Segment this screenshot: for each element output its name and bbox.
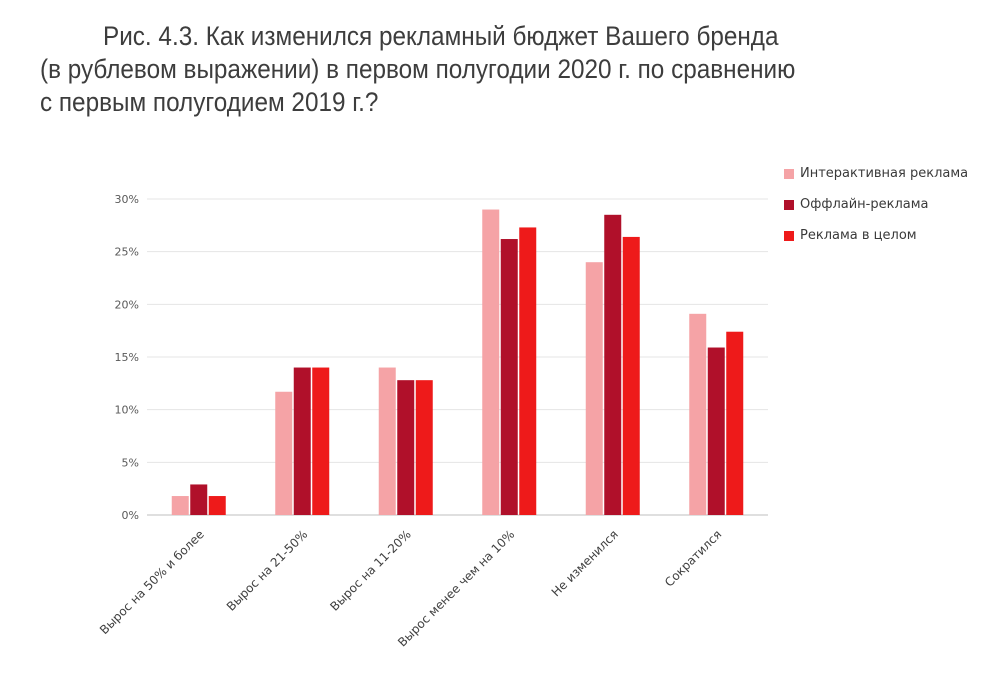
title-line-2: (в рублевом выражении) в первом полугоди…	[40, 54, 796, 84]
x-tick-label: Выроc менее чем на 10%	[395, 527, 517, 649]
x-tick-label: Не изменился	[549, 527, 621, 599]
bar	[190, 484, 208, 515]
bar	[519, 227, 537, 515]
y-tick-label: 10%	[115, 404, 139, 417]
bar	[293, 367, 311, 515]
bar	[500, 239, 518, 515]
y-tick-label: 0%	[122, 509, 139, 522]
legend-swatch-total	[784, 230, 794, 241]
legend-item-offline: Оффлайн-реклама	[784, 189, 968, 220]
bar	[482, 209, 500, 516]
title-line-3: с первым полугодием 2019 г.?	[40, 87, 379, 117]
x-tick-label: Сократился	[662, 527, 724, 589]
legend: Интерактивная реклама Оффлайн-реклама Ре…	[784, 158, 968, 251]
bar	[378, 367, 396, 515]
legend-swatch-offline	[784, 199, 794, 210]
bar	[689, 313, 707, 515]
bar	[208, 496, 226, 515]
legend-item-interactive: Интерактивная реклама	[784, 158, 968, 189]
y-tick-label: 20%	[115, 298, 139, 311]
bar	[171, 496, 189, 515]
y-tick-label: 5%	[122, 456, 139, 469]
legend-item-total: Реклама в целом	[784, 220, 968, 251]
bar	[312, 367, 330, 515]
bar	[726, 331, 744, 515]
title-line-1: Рис. 4.3. Как изменился рекламный бюджет…	[103, 21, 779, 51]
x-tick-label: Выроc на 50% и более	[97, 527, 207, 637]
x-tick-label: Выроc на 21-50%	[224, 527, 311, 614]
bar	[585, 262, 603, 515]
bar	[707, 347, 725, 515]
x-tick-label: Выроc на 11-20%	[327, 527, 414, 614]
y-tick-label: 15%	[115, 351, 139, 364]
bar	[275, 391, 293, 515]
bar	[415, 380, 433, 515]
legend-label-total: Реклама в целом	[800, 228, 917, 243]
chart-title: Рис. 4.3. Как изменился рекламный бюджет…	[40, 20, 850, 119]
legend-swatch-interactive	[784, 168, 794, 179]
y-tick-label: 25%	[115, 246, 139, 259]
bar	[604, 214, 622, 516]
bar	[397, 380, 415, 515]
legend-label-interactive: Интерактивная реклама	[800, 166, 969, 181]
y-tick-label: 30%	[115, 193, 139, 206]
bar	[622, 236, 640, 516]
legend-label-offline: Оффлайн-реклама	[800, 197, 929, 212]
